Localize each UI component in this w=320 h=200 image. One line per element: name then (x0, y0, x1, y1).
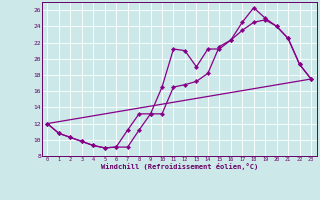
X-axis label: Windchill (Refroidissement éolien,°C): Windchill (Refroidissement éolien,°C) (100, 163, 258, 170)
